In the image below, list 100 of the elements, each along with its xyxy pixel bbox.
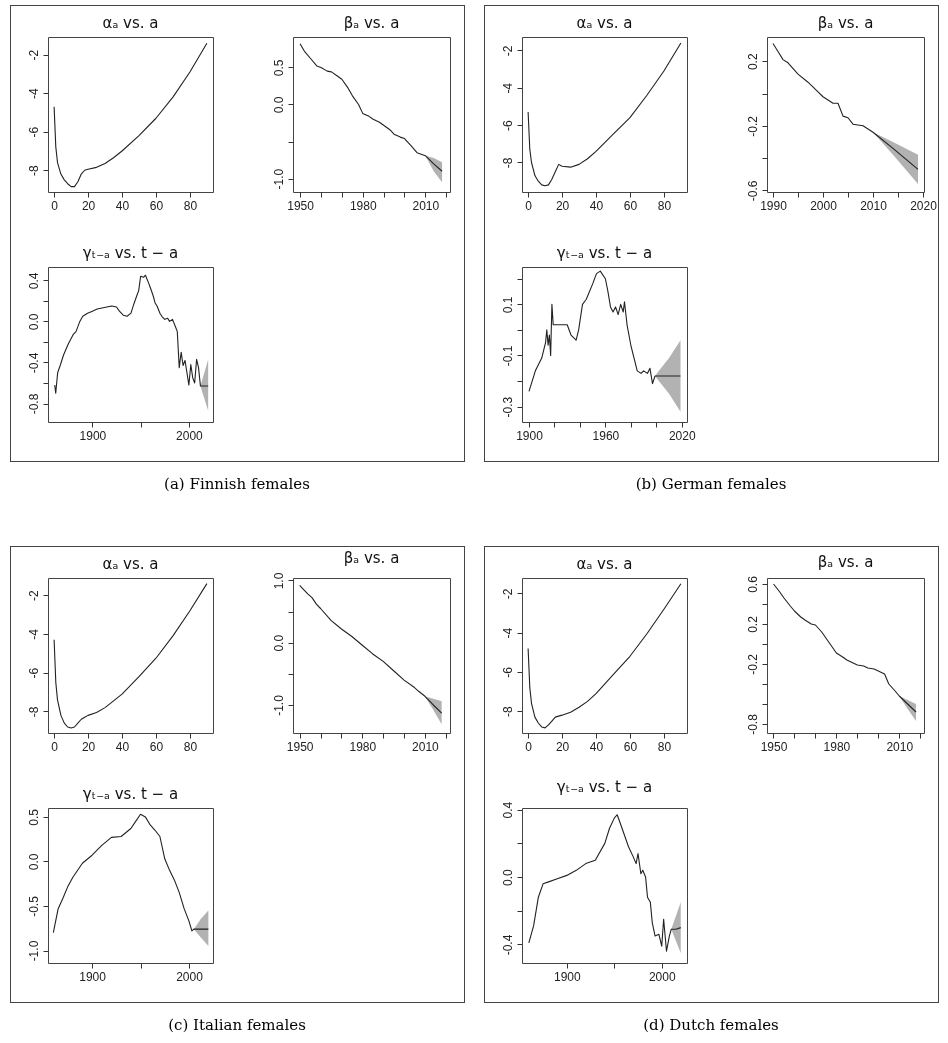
x-tick-label: 1980 bbox=[349, 198, 377, 213]
line-series bbox=[528, 270, 682, 392]
line-series bbox=[527, 583, 682, 729]
y-tick-label: -1.0 bbox=[271, 694, 286, 716]
y-tick-label: -8 bbox=[26, 165, 41, 177]
x-tick-label: 1950 bbox=[760, 739, 788, 754]
y-tick-label: -0.2 bbox=[745, 115, 760, 137]
y-tick-label: -0.6 bbox=[745, 180, 760, 202]
x-tick-label: 40 bbox=[115, 198, 130, 213]
y-tick-label: -8 bbox=[500, 706, 515, 718]
x-tick-label: 80 bbox=[183, 198, 198, 213]
x-tick-label: 80 bbox=[657, 739, 672, 754]
line-series bbox=[53, 583, 208, 729]
y-tick-label: -6 bbox=[26, 667, 41, 679]
y-tick-label: -2 bbox=[26, 590, 41, 602]
y-tick-label: 0.1 bbox=[500, 296, 515, 314]
y-tick-label: -0.3 bbox=[500, 396, 515, 418]
y-tick-label: -0.4 bbox=[500, 934, 515, 956]
x-tick-label: 2000 bbox=[810, 198, 838, 213]
y-tick-label: -4 bbox=[500, 627, 515, 639]
y-tick-label: -0.4 bbox=[26, 352, 41, 374]
line-series bbox=[527, 42, 682, 187]
y-tick-label: -6 bbox=[500, 119, 515, 131]
x-tick-label: 0 bbox=[51, 198, 59, 213]
text: (c) Italian females bbox=[167, 1016, 307, 1034]
y-tick-label: -1.0 bbox=[271, 168, 286, 190]
x-tick-label: 1960 bbox=[592, 428, 620, 443]
x-tick-label: 1950 bbox=[286, 739, 314, 754]
y-tick-label: 1.0 bbox=[271, 572, 286, 590]
y-tick-label: -8 bbox=[500, 157, 515, 169]
y-tick-label: -2 bbox=[500, 45, 515, 57]
x-tick-label: 0 bbox=[51, 739, 59, 754]
y-tick-label: 0.2 bbox=[745, 615, 760, 633]
chart-title: αₐ vs. a bbox=[576, 14, 633, 32]
x-tick-label: 20 bbox=[81, 198, 96, 213]
line-series bbox=[53, 42, 208, 188]
text: (d) Dutch females bbox=[642, 1016, 780, 1034]
chart-title: βₐ vs. a bbox=[817, 552, 874, 571]
y-tick-label: 0.0 bbox=[26, 313, 41, 331]
x-tick-label: 40 bbox=[589, 739, 604, 754]
x-tick-label: 2010 bbox=[886, 739, 914, 754]
text: (b) German females bbox=[634, 475, 788, 493]
y-tick-label: -0.5 bbox=[26, 895, 41, 917]
x-tick-label: 2010 bbox=[412, 198, 440, 213]
y-tick-label: 0.0 bbox=[271, 96, 286, 114]
x-tick-label: 2020 bbox=[910, 198, 938, 213]
x-tick-label: 60 bbox=[149, 739, 164, 754]
x-tick-label: 1980 bbox=[823, 739, 851, 754]
x-tick-label: 2000 bbox=[176, 969, 204, 984]
x-tick-label: 2010 bbox=[860, 198, 888, 213]
y-tick-label: -1.0 bbox=[26, 940, 41, 962]
x-tick-label: 60 bbox=[149, 198, 164, 213]
x-tick-label: 40 bbox=[115, 739, 130, 754]
x-tick-label: 20 bbox=[81, 739, 96, 754]
x-tick-label: 2020 bbox=[668, 428, 696, 443]
y-tick-label: -6 bbox=[26, 126, 41, 138]
y-tick-label: -4 bbox=[26, 628, 41, 640]
x-tick-label: 2010 bbox=[412, 739, 440, 754]
chart-title: βₐ vs. a bbox=[343, 549, 400, 568]
y-tick-label: -0.2 bbox=[745, 653, 760, 675]
x-tick-label: 1900 bbox=[516, 428, 544, 443]
y-tick-label: -6 bbox=[500, 666, 515, 678]
y-tick-label: 0.0 bbox=[271, 634, 286, 652]
x-tick-label: 1980 bbox=[349, 739, 377, 754]
y-tick-label: -4 bbox=[26, 88, 41, 100]
chart-title: γₜ₋ₐ vs. t − a bbox=[82, 244, 179, 262]
x-tick-label: 60 bbox=[623, 739, 638, 754]
y-tick-label: 0.0 bbox=[500, 868, 515, 886]
x-tick-label: 80 bbox=[657, 198, 672, 213]
x-tick-label: 0 bbox=[525, 198, 533, 213]
y-tick-label: -2 bbox=[26, 49, 41, 61]
x-tick-label: 40 bbox=[589, 198, 604, 213]
y-tick-label: 0.4 bbox=[500, 801, 515, 819]
y-tick-label: -0.8 bbox=[26, 393, 41, 415]
line-series bbox=[54, 274, 209, 394]
y-tick-label: -4 bbox=[500, 82, 515, 94]
x-tick-label: 1990 bbox=[760, 198, 788, 213]
x-tick-label: 1950 bbox=[287, 198, 315, 213]
y-tick-label: 0.4 bbox=[26, 272, 41, 290]
line-series bbox=[528, 814, 682, 952]
chart-title: γₜ₋ₐ vs. t − a bbox=[556, 778, 653, 797]
chart-title: βₐ vs. a bbox=[343, 14, 400, 32]
chart-title: αₐ vs. a bbox=[102, 14, 159, 32]
y-tick-label: -8 bbox=[26, 706, 41, 718]
y-tick-label: 0.6 bbox=[745, 575, 760, 593]
chart-title: αₐ vs. a bbox=[102, 555, 159, 573]
x-tick-label: 20 bbox=[555, 739, 570, 754]
y-tick-label: -0.1 bbox=[500, 345, 515, 367]
chart-title: βₐ vs. a bbox=[817, 14, 874, 32]
x-tick-label: 1900 bbox=[79, 428, 107, 443]
x-tick-label: 2000 bbox=[176, 428, 204, 443]
x-tick-label: 1900 bbox=[553, 969, 581, 984]
chart-title: αₐ vs. a bbox=[576, 555, 633, 573]
x-tick-label: 2000 bbox=[648, 969, 676, 984]
chart-title: γₜ₋ₐ vs. t − a bbox=[556, 244, 653, 262]
y-tick-label: 0.0 bbox=[26, 853, 41, 871]
x-tick-label: 20 bbox=[555, 198, 570, 213]
text: (a) Finnish females bbox=[163, 475, 311, 493]
x-tick-label: 0 bbox=[525, 739, 533, 754]
y-tick-label: -0.8 bbox=[745, 713, 760, 735]
